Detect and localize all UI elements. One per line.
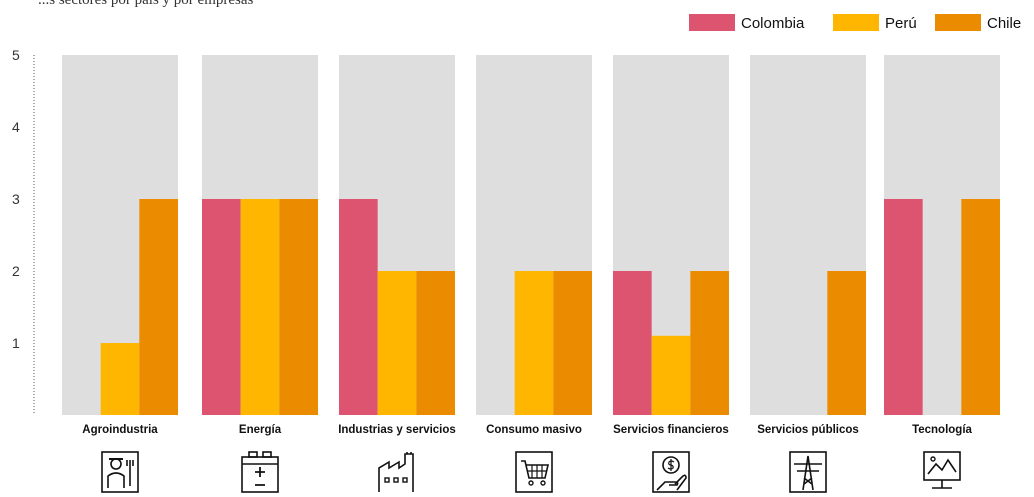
legend-swatch (833, 14, 879, 31)
y-tick-label: 3 (12, 191, 20, 207)
category-label: Servicios públicos (757, 424, 859, 436)
bar-chile (827, 271, 866, 415)
bars (100, 199, 1000, 415)
farmer-icon (101, 451, 139, 493)
category-label: Industrias y servicios (338, 424, 456, 436)
y-tick-label: 1 (12, 335, 20, 351)
legend-item-colombia: Colombia (689, 14, 805, 32)
y-tick-label: 5 (12, 47, 20, 63)
bar-colombia (339, 199, 378, 415)
bar-colombia (613, 271, 652, 415)
bar-perú (651, 335, 691, 415)
bar-perú (240, 199, 280, 415)
money-hand-icon (652, 451, 690, 493)
y-tick-label: 4 (12, 119, 20, 135)
bar-colombia (884, 199, 923, 415)
legend-swatch (689, 14, 735, 31)
legend-item-chile: Chile (935, 14, 1021, 32)
category-label: Servicios financieros (613, 424, 729, 436)
category-label: Tecnología (912, 424, 972, 436)
category-label: Energía (239, 424, 282, 436)
bar-chile (553, 271, 592, 415)
bar-colombia (202, 199, 241, 415)
battery-icon (241, 451, 279, 493)
bar-chile (961, 199, 1000, 415)
bar-perú (514, 271, 554, 415)
y-axis-ticks: 1 2 3 4 5 (12, 47, 20, 351)
category-icons (101, 451, 961, 493)
legend-swatch (935, 14, 981, 31)
y-tick-label: 2 (12, 263, 20, 279)
shopping-cart-icon (515, 451, 553, 493)
factory-icon (378, 452, 414, 492)
bar-chile (690, 271, 729, 415)
category-labels: Agroindustria Energía Industrias y servici… (82, 424, 972, 436)
legend: Colombia Perú Chile (689, 14, 1021, 32)
chart-title-fragment: ...s sectores por país y por empresas (38, 0, 254, 8)
bar-chile (279, 199, 318, 415)
legend-label: Perú (885, 15, 917, 32)
power-tower-icon (789, 451, 827, 493)
bar-perú (100, 343, 140, 415)
category-label: Agroindustria (82, 424, 158, 436)
bar-chile (139, 199, 178, 415)
bar-perú (377, 271, 417, 415)
legend-label: Chile (987, 15, 1021, 32)
legend-label: Colombia (741, 15, 805, 32)
bar-chile (416, 271, 455, 415)
category-label: Consumo masivo (486, 424, 582, 436)
monitor-chart-icon (923, 451, 961, 489)
legend-item-perú: Perú (833, 14, 917, 32)
